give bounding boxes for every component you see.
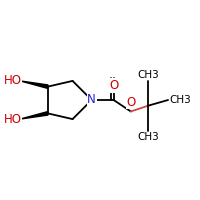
Text: HO: HO — [4, 113, 22, 126]
Text: O: O — [126, 96, 135, 109]
Text: HO: HO — [4, 74, 22, 87]
Text: CH3: CH3 — [137, 70, 159, 80]
Text: N: N — [87, 93, 96, 106]
Text: O: O — [109, 79, 118, 92]
Text: CH3: CH3 — [170, 95, 191, 105]
Text: CH3: CH3 — [137, 132, 159, 142]
Polygon shape — [20, 112, 48, 119]
Polygon shape — [20, 81, 48, 88]
